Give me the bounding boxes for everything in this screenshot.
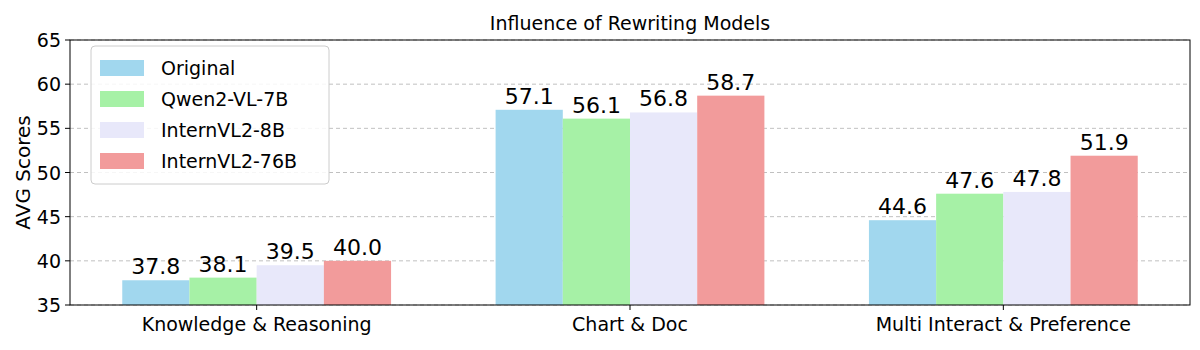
- bar: [1071, 156, 1138, 305]
- bar: [697, 96, 764, 305]
- y-tick: [65, 260, 70, 261]
- y-tick: [65, 216, 70, 217]
- legend: Original Qwen2-VL-7B InternVL2-8B InternVL2…: [91, 46, 329, 184]
- y-tick-label: 45: [37, 206, 61, 228]
- data-label: 39.5: [266, 239, 315, 264]
- data-label: 56.8: [639, 86, 688, 111]
- bar: [496, 110, 563, 305]
- legend-swatch: [100, 153, 144, 169]
- y-tick-label: 35: [37, 294, 61, 316]
- data-label: 44.6: [878, 194, 927, 219]
- chart-svg: 37.8 57.1 44.6 38.1 56.1 47.6 39.5 56.8 47.8 40.0…: [0, 0, 1200, 350]
- x-tick: [256, 305, 257, 310]
- bar: [257, 265, 324, 305]
- legend-label: Qwen2-VL-7B: [161, 88, 288, 110]
- y-axis-label: AVG Scores: [11, 115, 35, 229]
- y-tick: [65, 84, 70, 85]
- x-tick-label: Multi Interact & Preference: [876, 313, 1131, 335]
- bar: [1003, 192, 1070, 305]
- bar: [869, 220, 936, 305]
- legend-label: InternVL2-8B: [161, 119, 285, 141]
- x-tick-label: Knowledge & Reasoning: [142, 313, 372, 335]
- data-label: 57.1: [505, 84, 554, 109]
- data-label: 51.9: [1080, 130, 1129, 155]
- bar: [936, 194, 1003, 305]
- legend-swatch: [100, 122, 144, 138]
- bar: [563, 119, 630, 305]
- plot-frame: [70, 40, 1190, 305]
- data-label: 37.8: [131, 254, 180, 279]
- bar: [630, 112, 697, 305]
- y-tick: [65, 40, 70, 41]
- data-label: 56.1: [572, 93, 621, 118]
- data-label: 47.8: [1012, 166, 1061, 191]
- legend-label: Original: [161, 57, 235, 79]
- bars: [122, 96, 1137, 305]
- legend-swatch: [100, 91, 144, 107]
- x-tick-label: Chart & Doc: [572, 313, 688, 335]
- y-tick-label: 50: [37, 162, 61, 184]
- y-tick-label: 60: [37, 73, 61, 95]
- y-tick: [65, 172, 70, 173]
- legend-box: [91, 46, 329, 184]
- bar: [189, 278, 256, 305]
- legend-label: InternVL2-76B: [161, 150, 297, 172]
- y-tick-label: 40: [37, 250, 61, 272]
- y-tick: [65, 128, 70, 129]
- y-tick-label: 55: [37, 117, 61, 139]
- chart-container: 37.8 57.1 44.6 38.1 56.1 47.6 39.5 56.8 47.8 40.0…: [0, 0, 1200, 350]
- bar: [122, 280, 189, 305]
- legend-swatch: [100, 60, 144, 76]
- data-label: 58.7: [706, 70, 755, 95]
- title: Influence of Rewriting Models: [490, 12, 770, 34]
- data-label: 38.1: [199, 252, 248, 277]
- y-tick-label: 65: [37, 29, 61, 51]
- x-tick: [1003, 305, 1004, 310]
- data-label: 47.6: [945, 168, 994, 193]
- y-tick: [65, 305, 70, 306]
- x-tick: [630, 305, 631, 310]
- data-label: 40.0: [333, 235, 382, 260]
- bar: [324, 261, 391, 305]
